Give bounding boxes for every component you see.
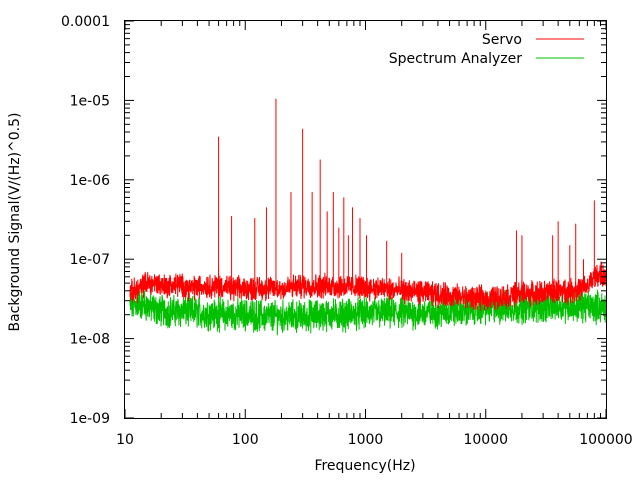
legend-label: Spectrum Analyzer: [389, 51, 522, 67]
y-tick-label: 1e-07: [70, 252, 110, 268]
y-tick-label: 1e-05: [70, 93, 110, 109]
ticks-layer: 10 100 1000 10000 100000 1e-09 1e-08 1e-07 1e-06…: [61, 14, 633, 448]
legend: Servo Spectrum Analyzer: [389, 32, 584, 67]
series-line: [129, 261, 607, 311]
legend-label: Servo: [482, 32, 522, 48]
y-tick-label: 0.0001: [61, 14, 110, 30]
plot-frame: [124, 20, 607, 419]
x-tick-label: 100000: [579, 432, 632, 448]
y-tick-label: 1e-08: [70, 332, 110, 348]
y-tick-label: 1e-09: [70, 411, 110, 427]
y-tick-label: 1e-06: [70, 173, 110, 189]
x-axis-label: Frequency(Hz): [314, 458, 415, 474]
x-tick-label: 10: [116, 432, 134, 448]
series-layer: [129, 98, 607, 336]
x-tick-label: 1000: [348, 432, 384, 448]
x-tick-label: 100: [232, 432, 259, 448]
x-tick-label: 10000: [463, 432, 508, 448]
y-axis-label: Background Signal(V/(Hz)^0.5): [7, 113, 23, 332]
series-line: [129, 287, 607, 336]
series-0: [129, 98, 607, 311]
